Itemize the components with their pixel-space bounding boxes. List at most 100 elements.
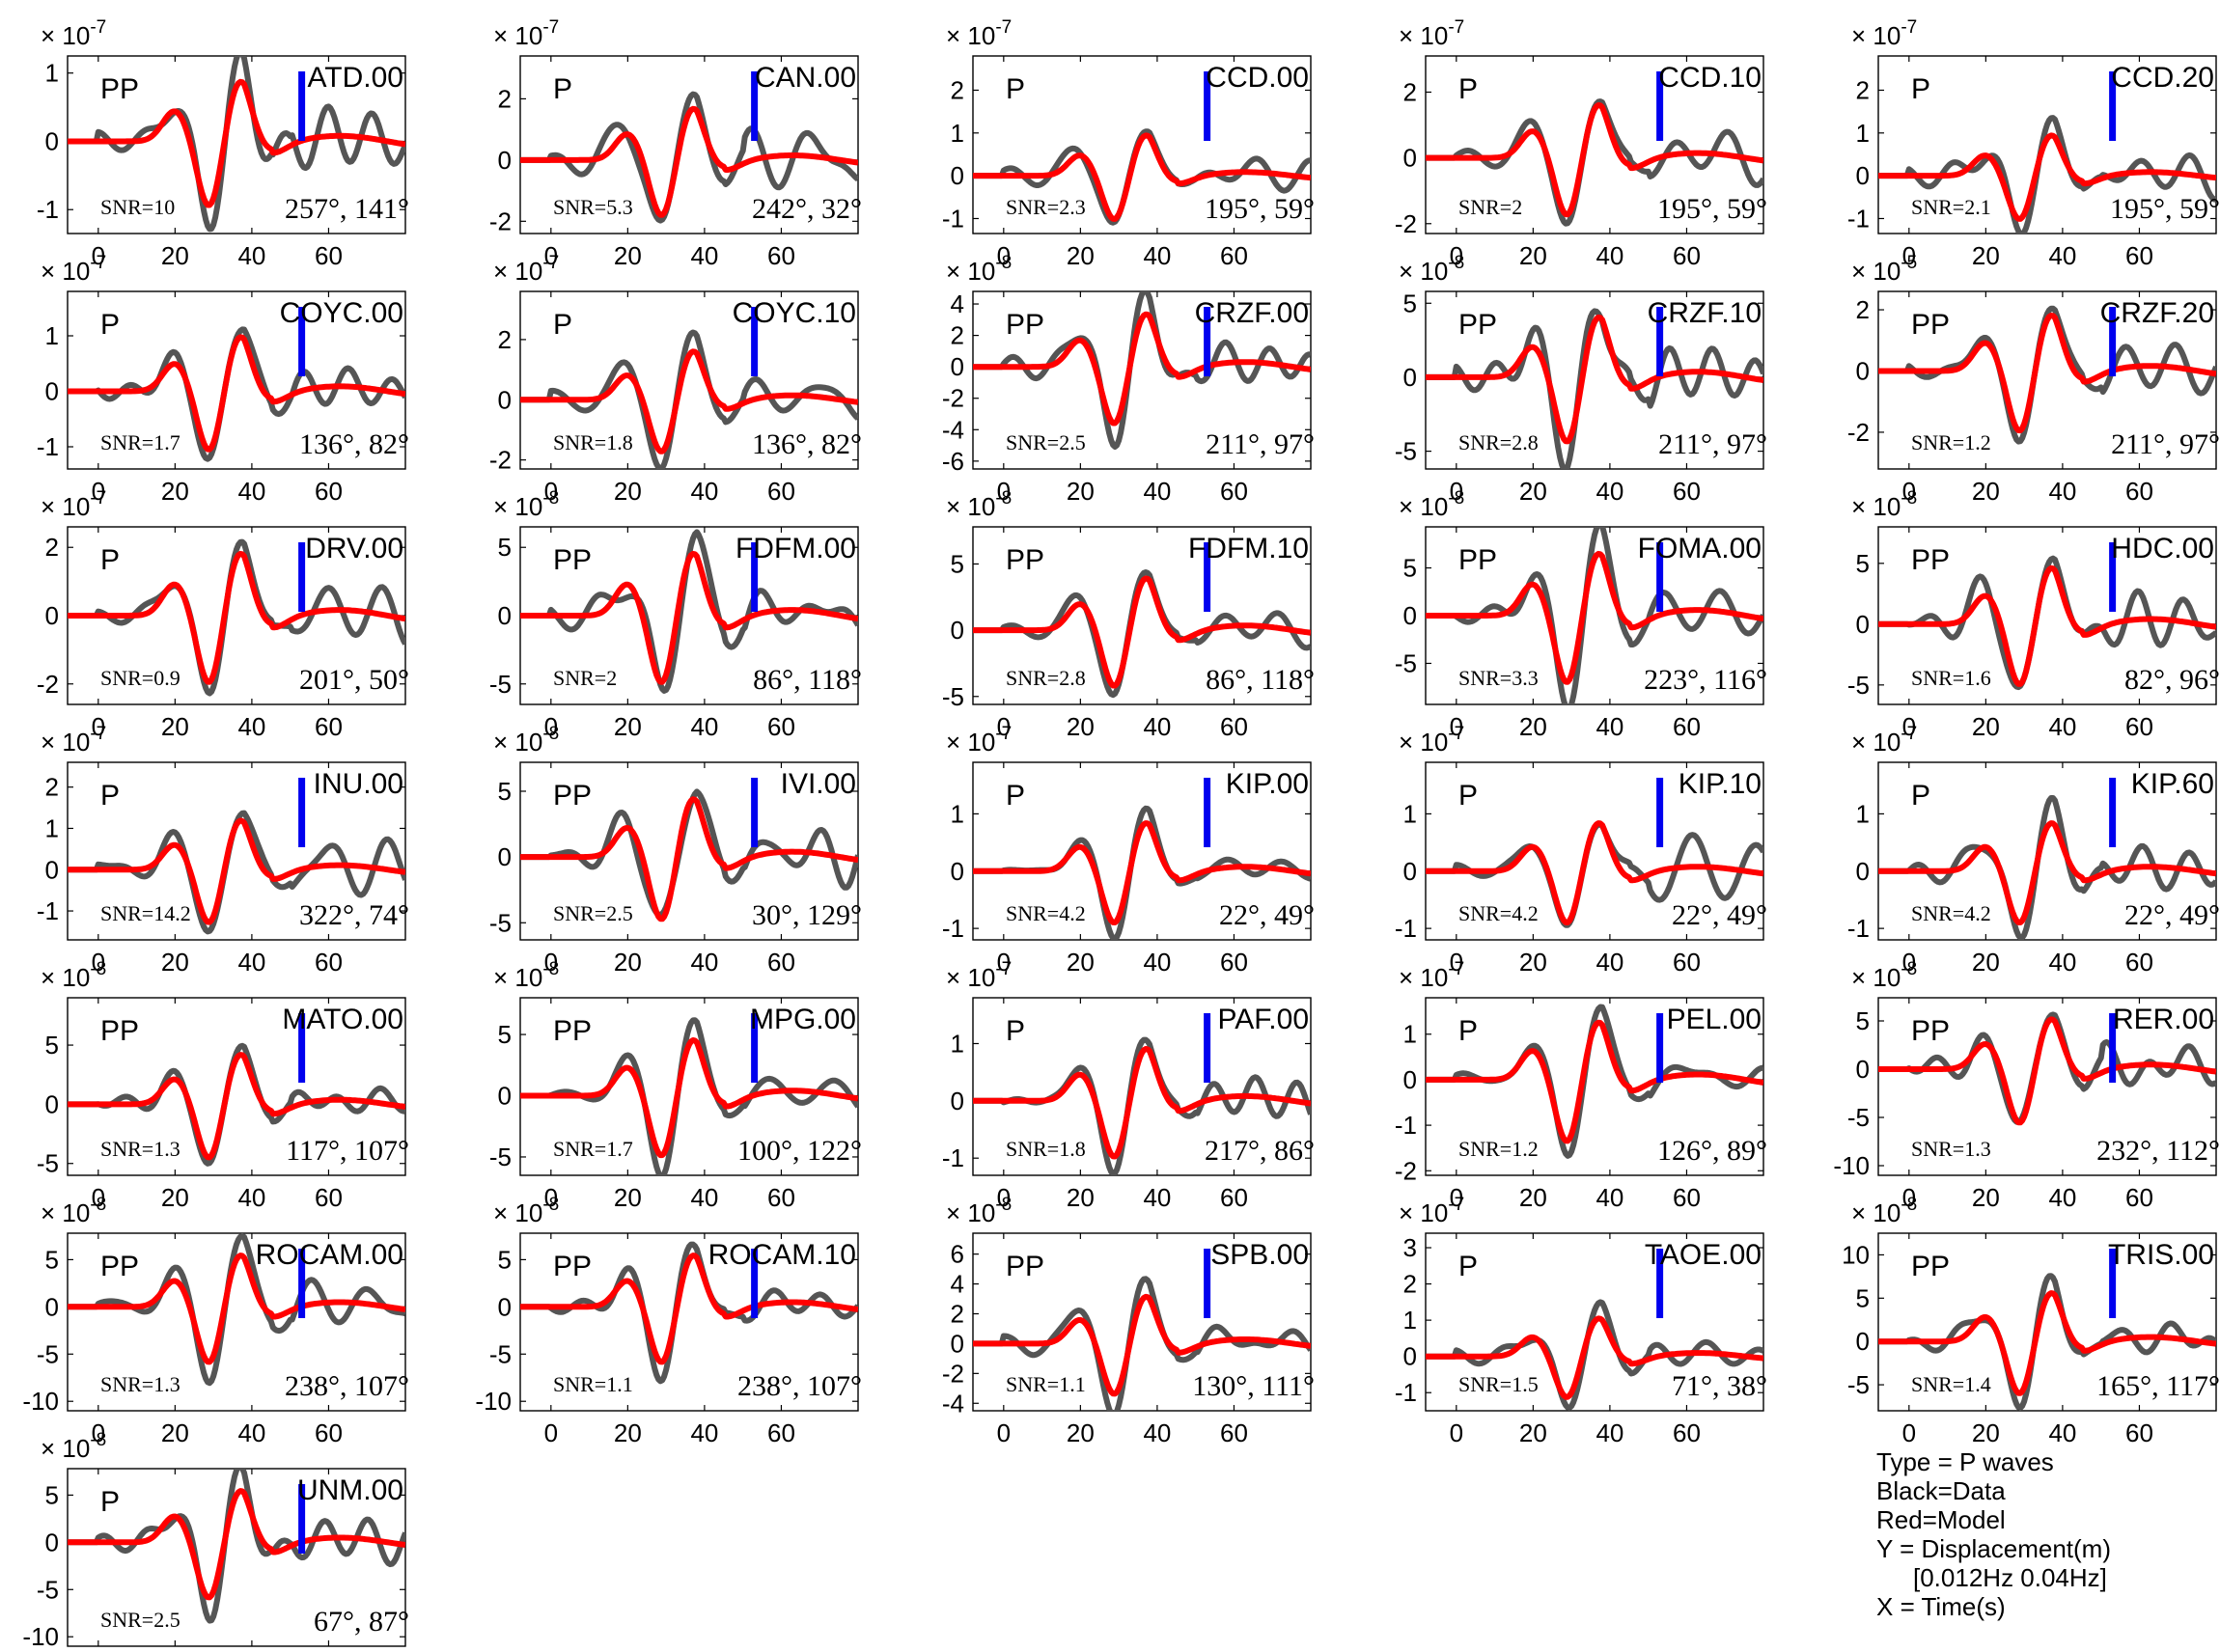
phase-label: PP (1006, 309, 1044, 341)
axes-box (519, 761, 859, 941)
model-trace (1878, 313, 2216, 434)
ytick-label: 5 (498, 1245, 512, 1274)
exponent-label: × 10-8 (946, 488, 1012, 521)
exponent-value: -7 (542, 17, 559, 38)
snr-label: SNR=2.5 (553, 901, 633, 925)
exponent-value: -7 (1448, 959, 1464, 979)
ytick-label: 5 (1403, 289, 1417, 317)
snr-label: SNR=1.5 (1458, 1372, 1539, 1396)
exponent-label: × 10-7 (41, 724, 106, 757)
figure-legend: Type = P waves Black=Data Red=Model Y = … (1876, 1447, 2205, 1621)
data-trace (1878, 305, 2216, 445)
exponent-label: × 10-8 (1399, 488, 1464, 521)
axes-box (67, 761, 406, 941)
model-trace (1878, 1016, 2216, 1126)
xtick-label: 0 (1450, 1418, 1463, 1447)
ytick-label: -1 (1395, 1111, 1417, 1140)
ytick-label: 5 (498, 533, 512, 562)
data-trace (973, 1276, 1311, 1411)
station-label: CRZF.10 (1648, 297, 1762, 329)
xtick-label: 20 (161, 1418, 189, 1447)
snr-label: SNR=1.6 (1911, 666, 1991, 690)
ytick-label: -2 (489, 206, 512, 235)
xtick-label: 40 (1143, 712, 1171, 741)
xtick-label: 0 (1450, 712, 1463, 741)
legend-red: Red=Model (1876, 1505, 2006, 1534)
xtick-label: 0 (997, 712, 1011, 741)
model-trace (973, 132, 1311, 222)
xtick-label: 0 (1450, 477, 1463, 506)
ytick-label: -10 (475, 1387, 512, 1416)
model-trace (1878, 820, 2216, 925)
xtick-label: 40 (1143, 948, 1171, 977)
xtick-label: 60 (1220, 477, 1248, 506)
station-label: CCD.00 (1206, 62, 1309, 94)
xtick-label: 40 (1143, 1183, 1171, 1212)
model-trace (1426, 820, 1763, 925)
ytick-label: 5 (1856, 1283, 1870, 1312)
exponent-label: × 10-7 (1851, 17, 1917, 50)
angles-label: 22°, 49° (1672, 899, 1767, 931)
exponent-value: -7 (90, 253, 106, 273)
exponent-value: -7 (90, 17, 106, 38)
xtick-label: 0 (1450, 241, 1463, 270)
exponent-value: -8 (90, 1430, 106, 1450)
model-trace (973, 311, 1311, 427)
xtick-label: 40 (237, 712, 265, 741)
xtick-label: 20 (161, 1183, 189, 1212)
ytick-label: 1 (45, 321, 59, 350)
xtick-label: 60 (1673, 948, 1701, 977)
ytick-label: 3 (1403, 1233, 1417, 1262)
ytick-label: -1 (942, 914, 964, 943)
axes-box (519, 55, 859, 234)
xtick-label: 40 (2048, 241, 2076, 270)
ytick-label: -5 (37, 1575, 59, 1604)
xtick-label: 60 (2125, 241, 2153, 270)
model-trace (1426, 550, 1763, 685)
ytick-label: 1 (951, 1029, 964, 1058)
model-trace (1426, 102, 1763, 218)
station-label: FDFM.00 (735, 533, 856, 564)
phase-label: P (553, 73, 572, 105)
model-trace (68, 550, 405, 685)
angles-label: 22°, 49° (1219, 899, 1315, 931)
phase-label: PP (553, 1015, 592, 1047)
station-label: ROCAM.00 (256, 1239, 403, 1271)
angles-label: 195°, 59° (1657, 193, 1767, 225)
station-label: KIP.60 (2131, 768, 2214, 800)
data-trace (68, 1469, 405, 1624)
xtick-label: 20 (1067, 477, 1095, 506)
station-label: MPG.00 (750, 1004, 856, 1035)
phase-label: PP (1911, 544, 1950, 576)
ytick-label: 2 (45, 773, 59, 802)
xtick-label: 60 (767, 1418, 795, 1447)
model-trace (68, 1253, 405, 1365)
xtick-label: 20 (161, 948, 189, 977)
xtick-label: 20 (161, 712, 189, 741)
model-trace (520, 1037, 858, 1159)
xtick-label: 40 (690, 948, 718, 977)
panel-mato-00: -5 0 5 0 20 40 60 × 10-8 MATO.00 PP SNR=1.3 117°, 1… (37, 959, 409, 1212)
ytick-label: 0 (1856, 610, 1870, 639)
xtick-label: 20 (614, 1418, 642, 1447)
angles-label: 100°, 122° (737, 1135, 862, 1167)
data-trace (68, 1042, 405, 1167)
xtick-label: 20 (1067, 948, 1095, 977)
ytick-label: 2 (498, 325, 512, 354)
snr-label: SNR=0.9 (100, 666, 180, 690)
phase-label: PP (100, 1015, 139, 1047)
xtick-label: 60 (2125, 948, 2153, 977)
snr-label: SNR=4.2 (1911, 901, 1991, 925)
xtick-label: 60 (1220, 241, 1248, 270)
xtick-label: 40 (1143, 477, 1171, 506)
exponent-label: × 10-8 (1851, 959, 1917, 992)
angles-label: 22°, 49° (2124, 899, 2220, 931)
xtick-label: 20 (1972, 712, 2000, 741)
